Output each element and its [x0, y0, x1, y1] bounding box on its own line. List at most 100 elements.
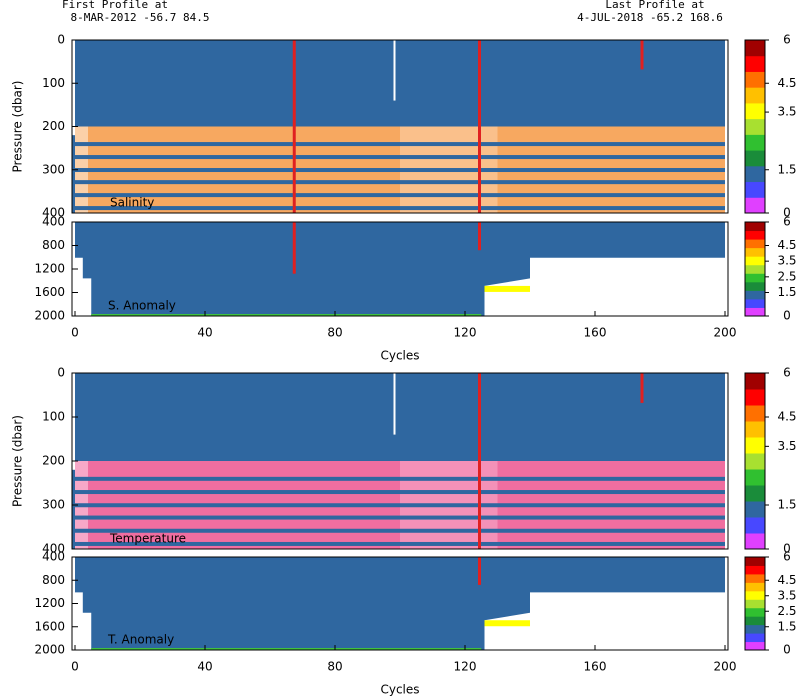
colorbar-swatch: [745, 373, 765, 390]
red-line: [478, 373, 481, 549]
y-tick-label: 400: [42, 550, 65, 564]
colorbar-frame: [744, 39, 766, 214]
colorbar-swatch: [745, 501, 765, 518]
red-line: [478, 557, 481, 585]
colorbar-swatch: [745, 565, 765, 575]
colorbar-tick-label: 3.5: [777, 439, 796, 453]
x-tick-label: 160: [584, 326, 607, 340]
y-axis-label: Pressure (dbar): [11, 415, 25, 507]
colorbar-tick-label: 6: [783, 215, 791, 229]
colorbar-swatch: [745, 247, 765, 257]
colorbar-swatch: [745, 533, 765, 550]
x-tick-label: 120: [454, 660, 477, 674]
y-tick-label: 100: [42, 76, 65, 90]
bottom-line: [91, 314, 482, 316]
band-stripe: [75, 206, 725, 211]
colorbar-swatch: [745, 453, 765, 470]
colorbar-tick-label: 6: [783, 33, 791, 47]
red-short: [640, 373, 644, 403]
colorbar-swatch: [745, 87, 765, 104]
colorbar-swatch: [745, 573, 765, 583]
colorbar-swatch: [745, 40, 765, 57]
y-tick-label: 400: [42, 542, 65, 556]
panel-label: S. Anomaly: [108, 299, 176, 313]
colorbar-swatch: [745, 298, 765, 308]
band-stripe: [75, 503, 725, 508]
red-line: [478, 40, 481, 213]
upper-gap: [72, 469, 75, 549]
colorbar-tick-label: 1.5: [777, 285, 796, 299]
band-stripe: [75, 142, 725, 147]
x-tick-label: 0: [71, 326, 79, 340]
band-stripe: [75, 168, 725, 173]
first-info: 8-MAR-2012 -56.7 84.5: [70, 11, 209, 24]
colorbar-swatch: [745, 590, 765, 600]
colorbar-swatch: [745, 607, 765, 617]
colorbar-swatch: [745, 616, 765, 626]
band-stripe: [75, 476, 725, 481]
panel-label: Temperature: [109, 532, 186, 546]
colorbar-swatch: [745, 633, 765, 643]
first-title: First Profile at: [62, 0, 168, 11]
colorbar-tick-label: 0: [783, 643, 791, 657]
colorbar-swatch: [745, 150, 765, 167]
bottom-line: [91, 648, 482, 650]
colorbar-swatch: [745, 102, 765, 120]
colorbar-swatch: [745, 389, 765, 406]
colorbar-swatch: [745, 256, 765, 266]
last-title: Last Profile at: [605, 0, 704, 11]
y-tick-label: 400: [42, 206, 65, 220]
x-tick-label: 40: [197, 326, 212, 340]
colorbar-tick-label: 3.5: [777, 105, 796, 119]
colorbar-tick-label: 0: [783, 206, 791, 220]
x-tick-label: 80: [327, 326, 342, 340]
colorbar-swatch: [745, 485, 765, 502]
colorbar-tick-label: 3.5: [777, 254, 796, 268]
colorbar-tick-label: 4.5: [777, 76, 796, 90]
white-line: [393, 40, 396, 101]
colorbar-tick-label: 1.5: [777, 498, 796, 512]
x-tick-label: 200: [714, 326, 737, 340]
colorbar-swatch: [745, 599, 765, 609]
colorbar-swatch: [745, 405, 765, 422]
y-tick-label: 300: [42, 162, 65, 176]
y-tick-label: 1600: [34, 619, 65, 633]
colorbar-tick-label: 3.5: [777, 588, 796, 602]
yellow-patch: [484, 285, 530, 292]
colorbar-tick-label: 0: [783, 542, 791, 556]
x-tick-label: 40: [197, 660, 212, 674]
band-stripe: [75, 180, 725, 185]
band-stripe: [75, 490, 725, 495]
band-stripe: [75, 155, 725, 160]
colorbar-swatch: [745, 624, 765, 634]
colorbar-frame: [744, 221, 766, 317]
empty-area: [530, 257, 725, 316]
panel-label: Salinity: [110, 196, 154, 210]
colorbar-tick-label: 4.5: [777, 573, 796, 587]
colorbar-swatch: [745, 239, 765, 249]
white-line: [393, 373, 396, 435]
y-tick-label: 300: [42, 498, 65, 512]
x-tick-label: 120: [454, 326, 477, 340]
colorbar-tick-label: 2.5: [777, 604, 796, 618]
colorbar-swatch: [745, 264, 765, 274]
band-stripe: [75, 528, 725, 533]
x-axis-label: Cycles: [380, 349, 419, 363]
y-axis-label: Pressure (dbar): [11, 81, 25, 173]
colorbar-frame: [744, 556, 766, 651]
y-tick-label: 1200: [34, 596, 65, 610]
colorbar-tick-label: 1.5: [777, 619, 796, 633]
colorbar-swatch: [745, 230, 765, 240]
y-tick-label: 200: [42, 119, 65, 133]
colorbar-swatch: [745, 517, 765, 534]
colorbar-swatch: [745, 134, 765, 151]
y-tick-label: 800: [42, 238, 65, 252]
band-stripe: [75, 193, 725, 198]
colorbar-tick-label: 4.5: [777, 238, 796, 252]
colorbar-swatch: [745, 118, 765, 135]
colorbar-frame: [744, 372, 766, 550]
colorbar-swatch: [745, 71, 765, 88]
last-info: 4-JUL-2018 -65.2 168.6: [577, 11, 723, 24]
y-tick-label: 400: [42, 215, 65, 229]
